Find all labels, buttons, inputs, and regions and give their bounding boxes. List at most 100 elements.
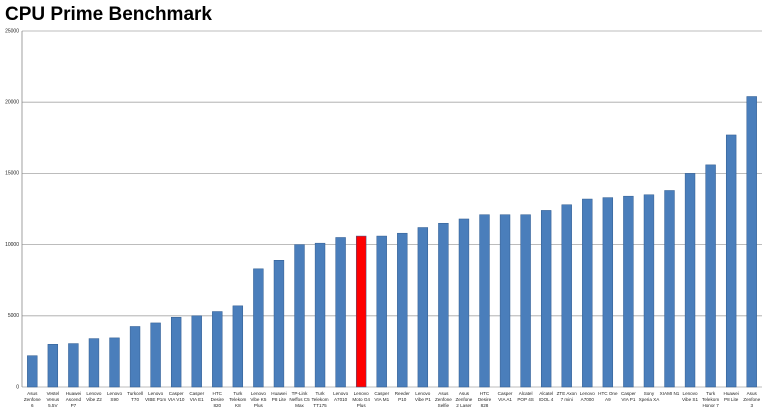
x-tick-label: Alcatel POP 4S [517, 391, 534, 402]
bar [602, 197, 614, 388]
y-tick-label: 15000 [5, 171, 19, 177]
x-tick-line: Ascend [66, 397, 82, 402]
x-tick-line: Lenovo [580, 391, 596, 396]
x-tick-label: Lenovo VIBE P1m [145, 391, 166, 402]
bar [253, 268, 264, 388]
bar [664, 190, 675, 388]
x-tick-line: P7 [71, 403, 77, 408]
bar [47, 344, 59, 388]
x-tick-label: ZTE Axon 7 mini [557, 391, 578, 402]
x-tick-line: Desire [211, 397, 225, 402]
x-tick-line: HTC One [598, 391, 618, 396]
x-tick-line: Lenovo [148, 391, 164, 396]
x-tick-line: Zenfone [435, 397, 452, 402]
x-tick-line: Lenovo [415, 391, 431, 396]
x-tick-line: 5.5V [48, 403, 58, 408]
x-tick-label: Lenovo Vibe S1 [682, 391, 698, 402]
x-tick-line: Lenovo [251, 391, 267, 396]
x-tick-label: TP-Link Neffos C5 Max [289, 391, 310, 408]
x-tick-label: Casper VIA V10 [168, 391, 185, 402]
bar [499, 214, 511, 388]
bar [170, 316, 182, 388]
bar [643, 194, 655, 388]
x-tick-line: Vibe Z2 [86, 397, 102, 402]
x-tick-label: Alcatel IDOL 4 [539, 391, 554, 402]
x-tick-line: XIAMI N1 [660, 391, 680, 396]
x-tick-line: Vibe P1 [415, 397, 431, 402]
x-tick-label: Reeder P10 [395, 391, 411, 402]
x-tick-line: Turk [316, 391, 326, 396]
x-tick-label: Casper VIA P1 [621, 391, 636, 402]
bar [725, 134, 737, 388]
x-tick-line: Asus [27, 391, 38, 396]
x-tick-line: Lenovo [354, 391, 370, 396]
x-tick-line: Huawei [66, 391, 81, 396]
x-tick-line: Sony [644, 391, 655, 396]
bar [88, 338, 100, 388]
bar [582, 198, 593, 388]
x-tick-line: TT175 [313, 403, 327, 408]
x-tick-line: Asus [438, 391, 449, 396]
x-tick-line: Casper [621, 391, 636, 396]
x-tick-label: Sony Xperia XA [639, 391, 661, 402]
bar [438, 222, 449, 388]
x-tick-line: Casper [498, 391, 513, 396]
x-tick-label: Casper VIA M1 [374, 391, 389, 402]
x-tick-line: S90 [110, 397, 119, 402]
x-tick-line: HTC [213, 391, 223, 396]
bar [191, 315, 202, 388]
x-tick-label: HTC Desire 828 [478, 391, 492, 408]
x-tick-line: Alcatel [519, 391, 533, 396]
x-tick-line: TP-Link [292, 391, 309, 396]
x-tick-label: Turk Telekom Honor 7 [702, 391, 719, 408]
x-tick-line: Huawei [271, 391, 286, 396]
bar [540, 210, 552, 388]
x-tick-line: POP 4S [517, 397, 534, 402]
x-tick-line: Plus [357, 403, 367, 408]
x-tick-line: Desire [478, 397, 492, 402]
x-tick-label: Huawei P8 Lite [724, 391, 739, 402]
x-tick-label: Huawei Ascend P7 [66, 391, 82, 408]
y-tick-label: 5000 [8, 313, 19, 319]
x-tick-line: Turk [706, 391, 716, 396]
x-tick-line: Casper [189, 391, 204, 396]
x-tick-label: Lenovo Vibe K5 Plus [250, 391, 266, 408]
x-tick-label: Turkcell T70 [127, 391, 143, 402]
x-tick-line: Plus [254, 403, 264, 408]
x-tick-line: VIA M1 [374, 397, 389, 402]
x-tick-label: Lenovo A7010 [333, 391, 349, 402]
x-tick-line: Moto G4 [352, 397, 370, 402]
x-tick-label: Vestel Venus 5.5V [46, 391, 59, 408]
x-tick-line: 820 [213, 403, 221, 408]
x-tick-line: Selfie [438, 403, 450, 408]
x-tick-line: Lenovo [683, 391, 699, 396]
x-tick-label: XIAMI N1 [660, 391, 680, 396]
x-tick-line: Asus [459, 391, 470, 396]
x-tick-line: 7 mini [561, 397, 573, 402]
bar [314, 242, 326, 388]
x-tick-line: Zenfone [24, 397, 41, 402]
y-tick-label: 25000 [5, 28, 19, 34]
x-tick-line: Neffos C5 [289, 397, 310, 402]
bar [623, 195, 634, 388]
x-tick-line: 828 [481, 403, 489, 408]
bar [232, 305, 244, 388]
bar [705, 164, 716, 388]
x-tick-line: Vibe S1 [682, 397, 698, 402]
x-tick-line: 2 Laser [456, 403, 472, 408]
x-tick-line: K8 [235, 403, 241, 408]
x-tick-line: Alcatel [539, 391, 553, 396]
x-tick-line: VIBE P1m [145, 397, 166, 402]
bar [68, 343, 79, 388]
x-tick-label: Casper VIA E1 [189, 391, 204, 402]
x-tick-line: VIA E1 [190, 397, 204, 402]
x-tick-line: Lenovo [107, 391, 123, 396]
x-tick-label: Asus Zenfone 6 [24, 391, 41, 408]
x-tick-line: Lenovo [333, 391, 349, 396]
bar [212, 311, 223, 388]
x-tick-label: Turk Telekom K8 [229, 391, 246, 408]
x-tick-line: Reeder [395, 391, 411, 396]
x-tick-line: Vestel [47, 391, 60, 396]
bar [479, 214, 490, 388]
